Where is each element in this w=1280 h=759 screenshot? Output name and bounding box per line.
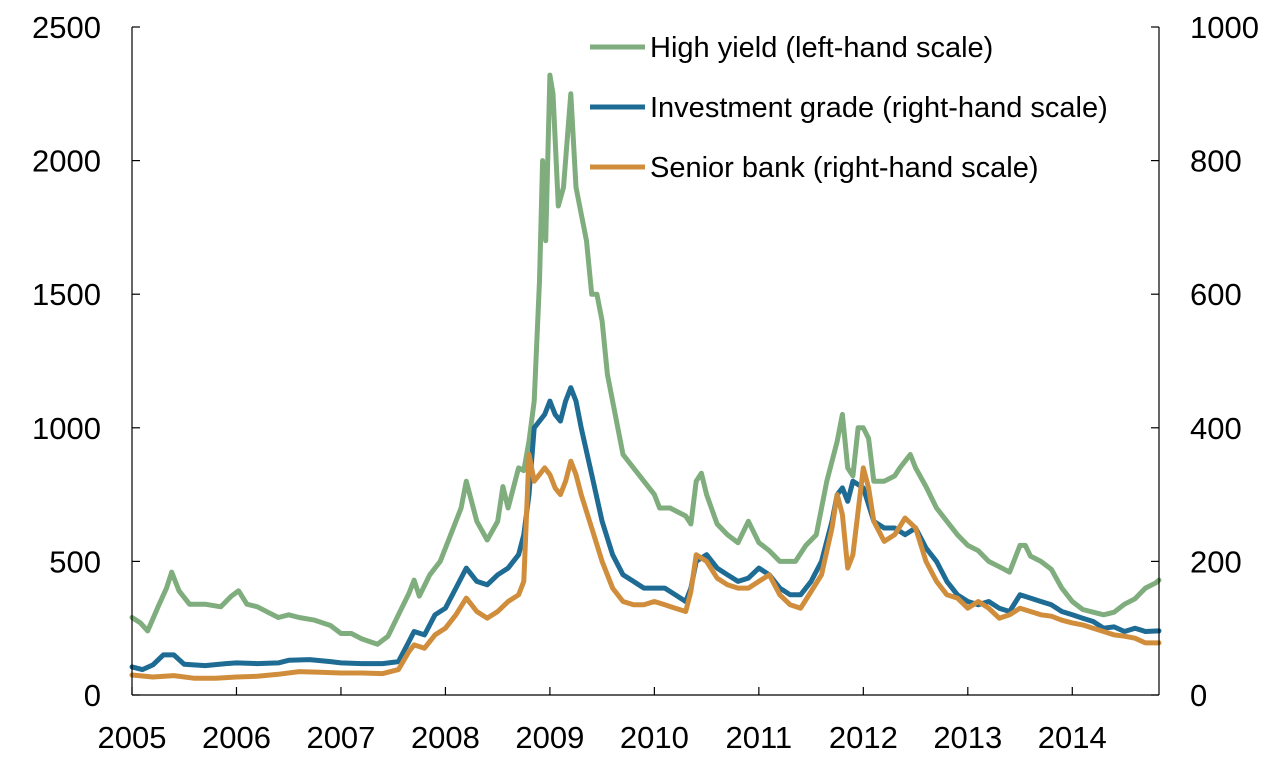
x-tick-label-5: 2010: [620, 720, 689, 755]
y-left-tick-label-5: 2500: [32, 10, 101, 45]
x-tick-label-6: 2011: [726, 720, 793, 755]
x-tick-label-8: 2013: [933, 720, 1002, 755]
series-line-0: [129, 72, 1162, 647]
y-left-tick-label-4: 2000: [32, 144, 101, 179]
y-right-tick-label-0: 0: [1190, 678, 1207, 713]
x-tick-label-3: 2008: [411, 720, 480, 755]
y-left-tick-label-1: 500: [49, 544, 101, 579]
x-tick-label-4: 2009: [515, 720, 584, 755]
x-tick-label-0: 2005: [98, 720, 167, 755]
x-tick-label-9: 2014: [1038, 720, 1107, 755]
x-tick-label-2: 2007: [306, 720, 375, 755]
legend: High yield (left-hand scale) Investment g…: [590, 32, 1108, 184]
y-right-tick-label-1: 200: [1190, 544, 1242, 579]
y-right-tick-label-5: 1000: [1190, 10, 1259, 45]
legend-label-0: High yield (left-hand scale): [650, 32, 993, 64]
y-right-tick-label-2: 400: [1190, 411, 1242, 446]
y-left-tick-label-3: 1500: [32, 277, 101, 312]
y-right-tick-label-3: 600: [1190, 277, 1242, 312]
x-tick-label-7: 2012: [829, 720, 898, 755]
axes-layer: 0 500 1000 1500 2000 2500 0 200 400 600 800 1000 200…: [32, 10, 1259, 755]
series-line-2: [129, 452, 1162, 681]
x-tick-label-1: 2006: [202, 720, 271, 755]
series-line-1: [129, 385, 1162, 673]
y-left-tick-label-0: 0: [84, 678, 101, 713]
series-lines-layer: [129, 72, 1162, 681]
legend-label-1: Investment grade (right-hand scale): [650, 92, 1108, 124]
legend-label-2: Senior bank (right-hand scale): [650, 152, 1038, 184]
y-right-tick-label-4: 800: [1190, 144, 1242, 179]
y-left-tick-label-2: 1000: [32, 411, 101, 446]
